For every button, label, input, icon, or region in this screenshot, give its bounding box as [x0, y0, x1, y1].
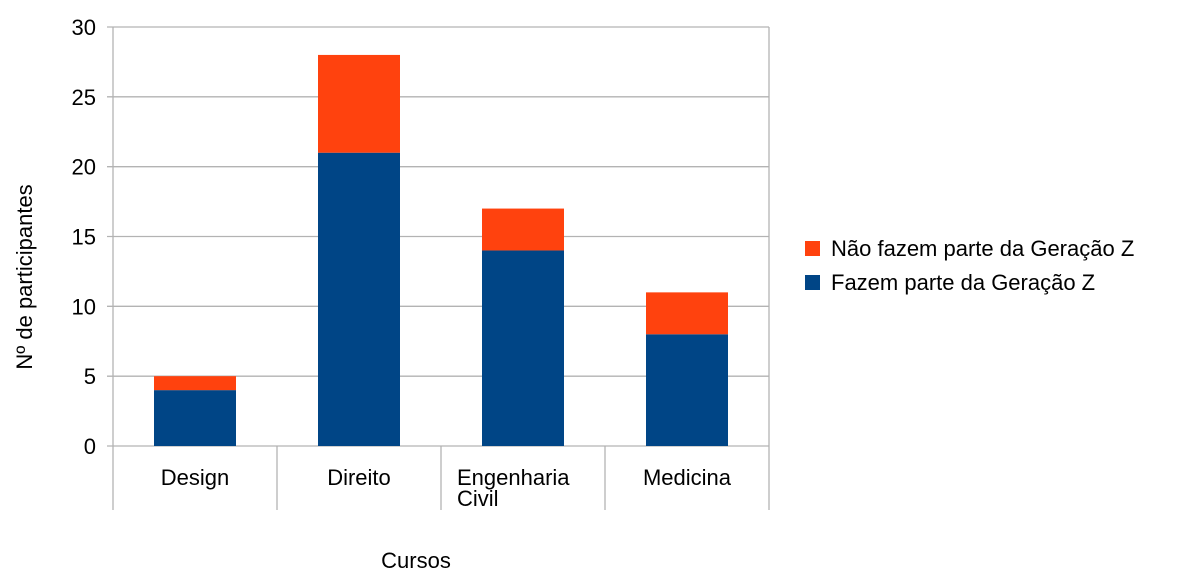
y-tick-label: 15: [72, 225, 96, 250]
y-tick-label: 30: [72, 15, 96, 40]
x-category-label: Medicina: [643, 465, 732, 490]
y-tick-label: 0: [84, 434, 96, 459]
legend-label: Não fazem parte da Geração Z: [831, 236, 1134, 261]
y-tick-label: 10: [72, 294, 96, 319]
y-tick-labels: 0 5 10 15 20 25 30: [72, 15, 96, 459]
bar-segment: [318, 152, 400, 446]
axes: [112, 27, 770, 510]
x-category-labels: Design Direito Engenharia Civil Medicina: [161, 465, 732, 511]
x-category-label: Direito: [327, 465, 391, 490]
legend-swatch: [805, 275, 820, 290]
bar-segment: [154, 390, 236, 446]
y-axis-title: Nº de participantes: [12, 184, 37, 369]
bar-segment: [646, 292, 728, 335]
x-category-label: Engenharia Civil: [457, 465, 570, 511]
legend: Não fazem parte da Geração Z Fazem parte …: [805, 236, 1134, 295]
bar-segment: [318, 54, 400, 153]
y-tick-label: 5: [84, 364, 96, 389]
bar-segment: [646, 334, 728, 446]
y-tick-label: 20: [72, 155, 96, 180]
x-axis-title: Cursos: [381, 548, 451, 571]
x-category-label: Design: [161, 465, 229, 490]
y-tick-label: 25: [72, 85, 96, 110]
legend-label: Fazem parte da Geração Z: [831, 270, 1095, 295]
bar-segment: [154, 376, 236, 391]
bars: [154, 54, 728, 446]
bar-segment: [482, 208, 564, 251]
legend-swatch: [805, 241, 820, 256]
bar-segment: [482, 250, 564, 446]
